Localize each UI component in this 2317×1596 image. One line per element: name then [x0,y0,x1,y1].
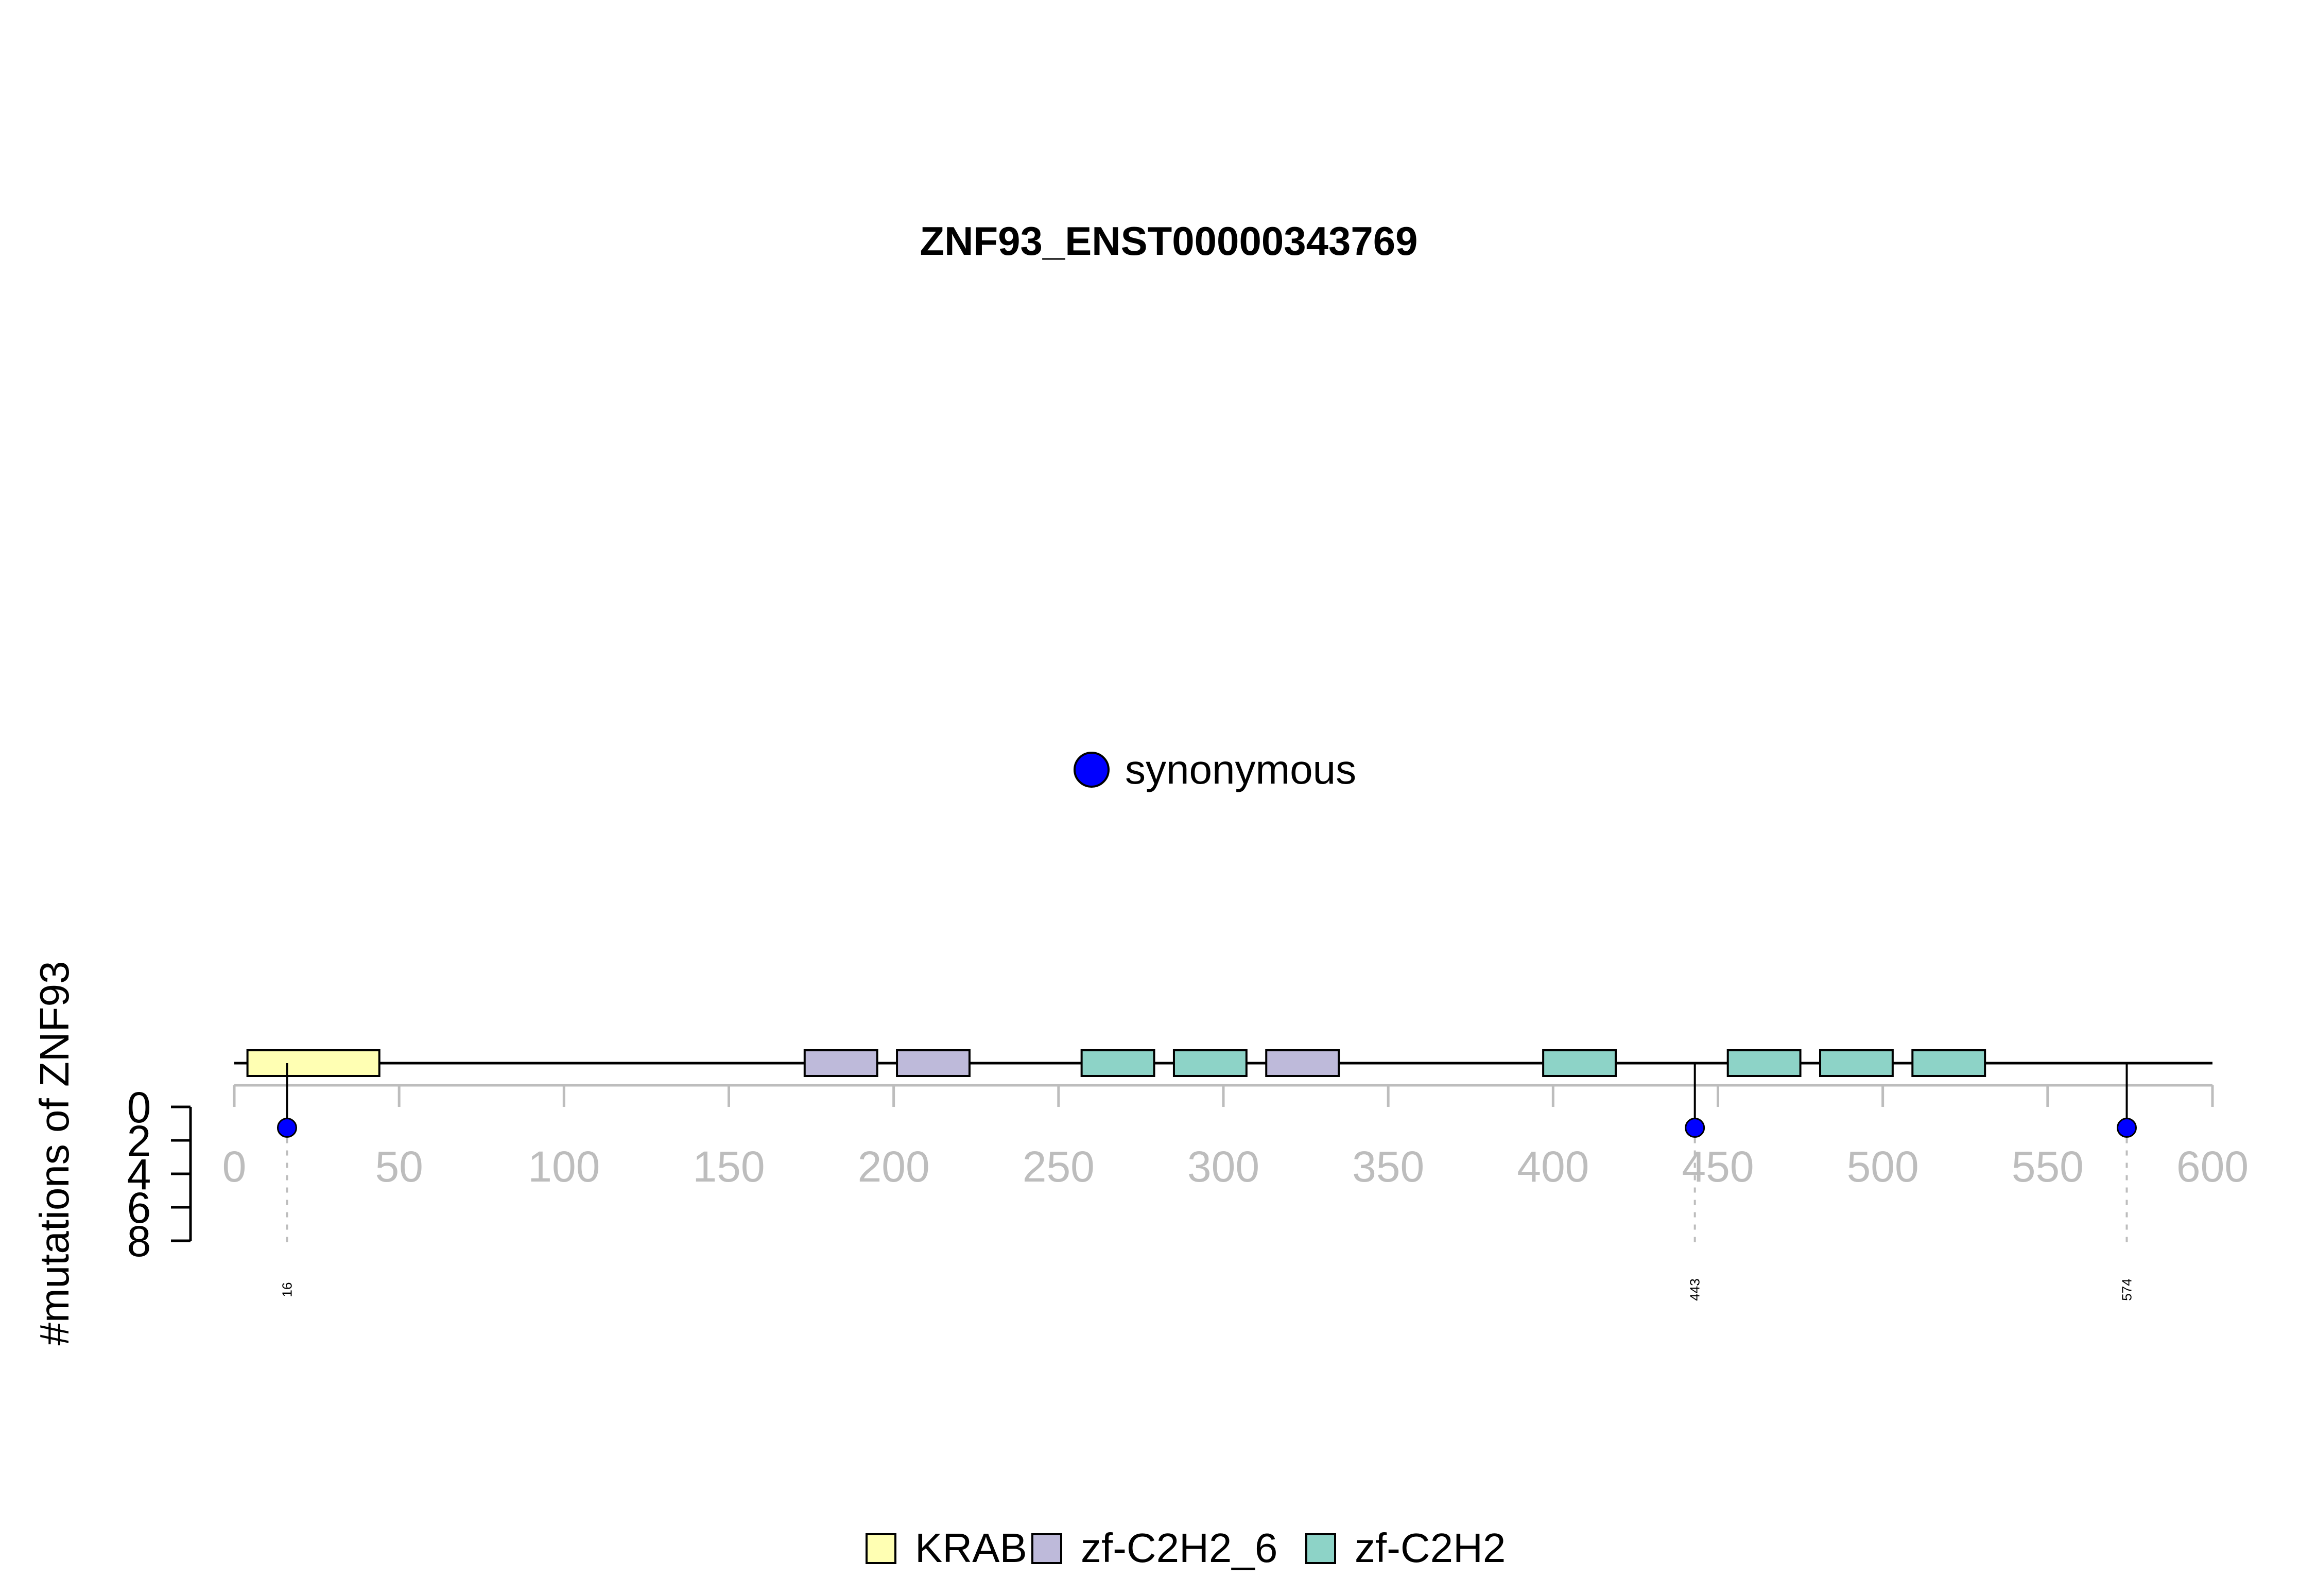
legend-domain-label: zf-C2H2 [1355,1525,1506,1571]
mutation-type-legend: synonymous [1074,747,1356,792]
x-tick-label: 600 [2176,1142,2249,1191]
y-tick-label: 0 [127,1083,151,1132]
mutation-position-label: 443 [1687,1278,1703,1300]
mutation-position-label: 574 [2119,1278,2135,1300]
mutation-point [276,1118,297,1138]
legend-mutation-marker [1074,752,1110,788]
x-tick-label: 400 [1517,1142,1589,1191]
x-tick-label: 200 [858,1142,930,1191]
mutation-position-label: 16 [279,1282,295,1297]
protein-track [234,1049,2212,1077]
legend-domain-label: zf-C2H2_6 [1081,1525,1277,1571]
domain-krab [246,1049,381,1077]
domain-zf-c2h2-6 [896,1049,971,1077]
legend-domain-swatch [1031,1533,1062,1564]
x-tick-label: 250 [1023,1142,1095,1191]
x-tick-label: 300 [1187,1142,1259,1191]
y-tick-label: 8 [127,1217,151,1265]
x-tick-label: 150 [693,1142,765,1191]
x-tick-label: 0 [222,1142,247,1191]
x-tick-label: 500 [1847,1142,1919,1191]
domain-zf-c2h2-6 [803,1049,878,1077]
legend-domain-label: KRAB [915,1525,1027,1571]
domain-zf-c2h2 [1911,1049,1986,1077]
y-tick-label: 6 [127,1184,151,1232]
y-axis-label: #mutations of ZNF93 [31,961,77,1346]
legend-mutation-label: synonymous [1125,747,1356,792]
domain-legend: KRAB zf-C2H2_6 zf-C2H2 [866,1525,1506,1571]
legend-domain-swatch [1305,1533,1336,1564]
x-tick-label: 450 [1682,1142,1754,1191]
mutation-point [2117,1118,2137,1138]
domain-zf-c2h2 [1172,1049,1248,1077]
y-tick-label: 4 [127,1150,151,1199]
domain-zf-c2h2 [1542,1049,1617,1077]
domain-zf-c2h2 [1080,1049,1155,1077]
y-tick-label: 2 [127,1117,151,1165]
chart-title: ZNF93_ENST00000343769 [920,218,1418,264]
x-tick-label: 350 [1352,1142,1424,1191]
domain-zf-c2h2 [1819,1049,1894,1077]
x-tick-label: 100 [528,1142,600,1191]
x-axis: 0 50 100 150 200 250 300 350 400 450 500 550 600 [222,1084,2249,1191]
x-tick-label: 50 [375,1142,423,1191]
domain-zf-c2h2 [1726,1049,1802,1077]
x-tick-label: 550 [2012,1142,2084,1191]
domain-zf-c2h2-6 [1265,1049,1340,1077]
mutation-lollipops: 16 443 574 [276,1063,2137,1301]
legend-domain-swatch [866,1533,896,1564]
mutation-point [1685,1118,1705,1138]
